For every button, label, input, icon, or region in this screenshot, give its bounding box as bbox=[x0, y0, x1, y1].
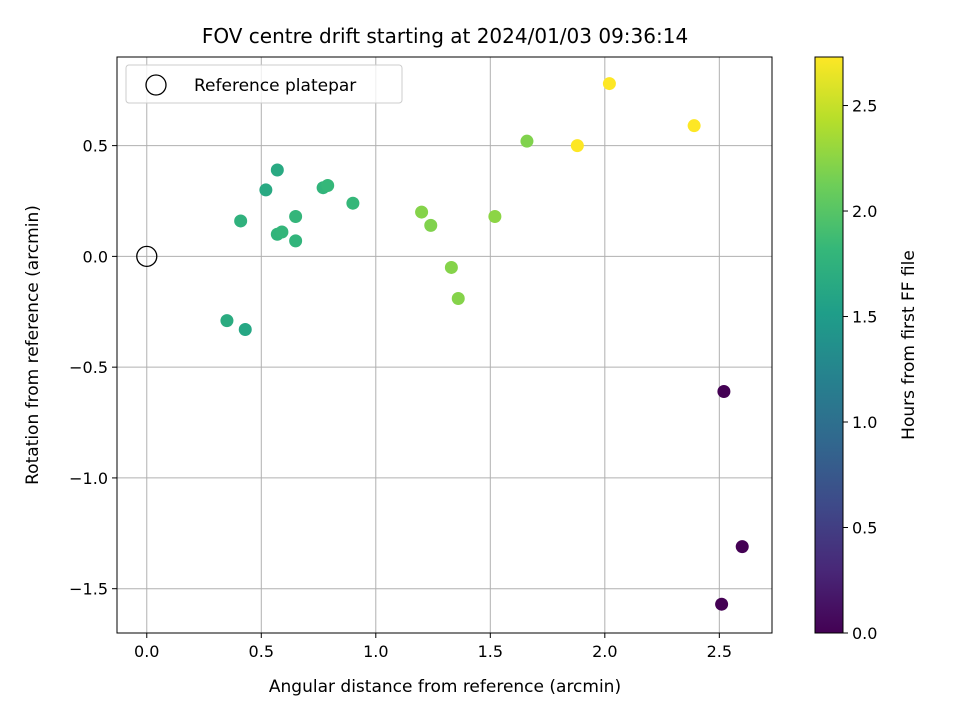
colorbar-tick-label: 2.0 bbox=[852, 202, 877, 221]
data-point bbox=[259, 183, 273, 197]
y-tick-label: 0.0 bbox=[83, 247, 108, 266]
colorbar-ticks: 0.0 0.5 1.0 1.5 2.0 2.5 bbox=[843, 97, 877, 643]
colorbar-tick-label: 0.0 bbox=[852, 624, 877, 643]
data-point bbox=[321, 178, 335, 192]
x-tick-label: 0.0 bbox=[134, 642, 159, 661]
data-point bbox=[570, 139, 584, 153]
reference-platepar-marker bbox=[136, 245, 158, 268]
data-point bbox=[415, 205, 429, 219]
data-point bbox=[444, 260, 458, 274]
x-tick-label: 1.0 bbox=[363, 642, 388, 661]
x-tick-label: 1.5 bbox=[478, 642, 503, 661]
data-point bbox=[488, 210, 502, 224]
x-axis-label: Angular distance from reference (arcmin) bbox=[269, 677, 621, 697]
y-tick-label: −1.5 bbox=[69, 580, 108, 599]
x-axis-ticks: 0.0 0.5 1.0 1.5 2.0 2.5 bbox=[134, 633, 732, 661]
data-point bbox=[451, 291, 465, 305]
plot-area bbox=[117, 57, 772, 633]
data-point bbox=[289, 210, 303, 224]
data-point bbox=[424, 218, 438, 232]
data-point bbox=[238, 322, 252, 336]
chart-title: FOV centre drift starting at 2024/01/03 … bbox=[202, 24, 688, 48]
x-tick-label: 2.5 bbox=[707, 642, 732, 661]
data-point bbox=[234, 214, 248, 228]
data-points bbox=[220, 77, 749, 611]
data-point bbox=[275, 225, 289, 239]
data-point bbox=[270, 163, 284, 177]
x-tick-label: 2.0 bbox=[592, 642, 617, 661]
data-point bbox=[687, 119, 701, 133]
y-tick-label: 0.5 bbox=[83, 137, 108, 156]
y-tick-label: −0.5 bbox=[69, 358, 108, 377]
data-point bbox=[715, 597, 729, 611]
colorbar-tick-label: 1.0 bbox=[852, 413, 877, 432]
data-point bbox=[289, 234, 303, 248]
y-axis-ticks: 0.5 0.0 −0.5 −1.0 −1.5 bbox=[69, 137, 117, 599]
colorbar-tick-label: 1.5 bbox=[852, 308, 877, 327]
data-point bbox=[346, 196, 360, 210]
data-point bbox=[735, 540, 749, 554]
y-tick-label: −1.0 bbox=[69, 469, 108, 488]
reference-marker-layer bbox=[136, 245, 158, 268]
legend-box bbox=[125, 64, 403, 104]
plot-frame bbox=[116, 56, 773, 634]
legend: Reference platepar bbox=[125, 64, 403, 104]
colorbar-tick-label: 2.5 bbox=[852, 97, 877, 116]
grid-lines bbox=[117, 57, 772, 633]
colorbar-tick-label: 0.5 bbox=[852, 519, 877, 538]
legend-entry-label: Reference platepar bbox=[194, 76, 356, 96]
data-point bbox=[717, 385, 731, 399]
colorbar: 0.0 0.5 1.0 1.5 2.0 2.5 Hours from first FF f… bbox=[814, 56, 919, 643]
data-point bbox=[520, 134, 534, 148]
legend-open-circle-marker bbox=[145, 74, 167, 96]
colorbar-label: Hours from first FF file bbox=[899, 250, 919, 440]
y-axis-label: Rotation from reference (arcmin) bbox=[23, 205, 43, 485]
x-tick-label: 0.5 bbox=[249, 642, 274, 661]
colorbar-gradient bbox=[814, 56, 844, 634]
data-point bbox=[220, 314, 234, 328]
data-point bbox=[602, 77, 616, 91]
